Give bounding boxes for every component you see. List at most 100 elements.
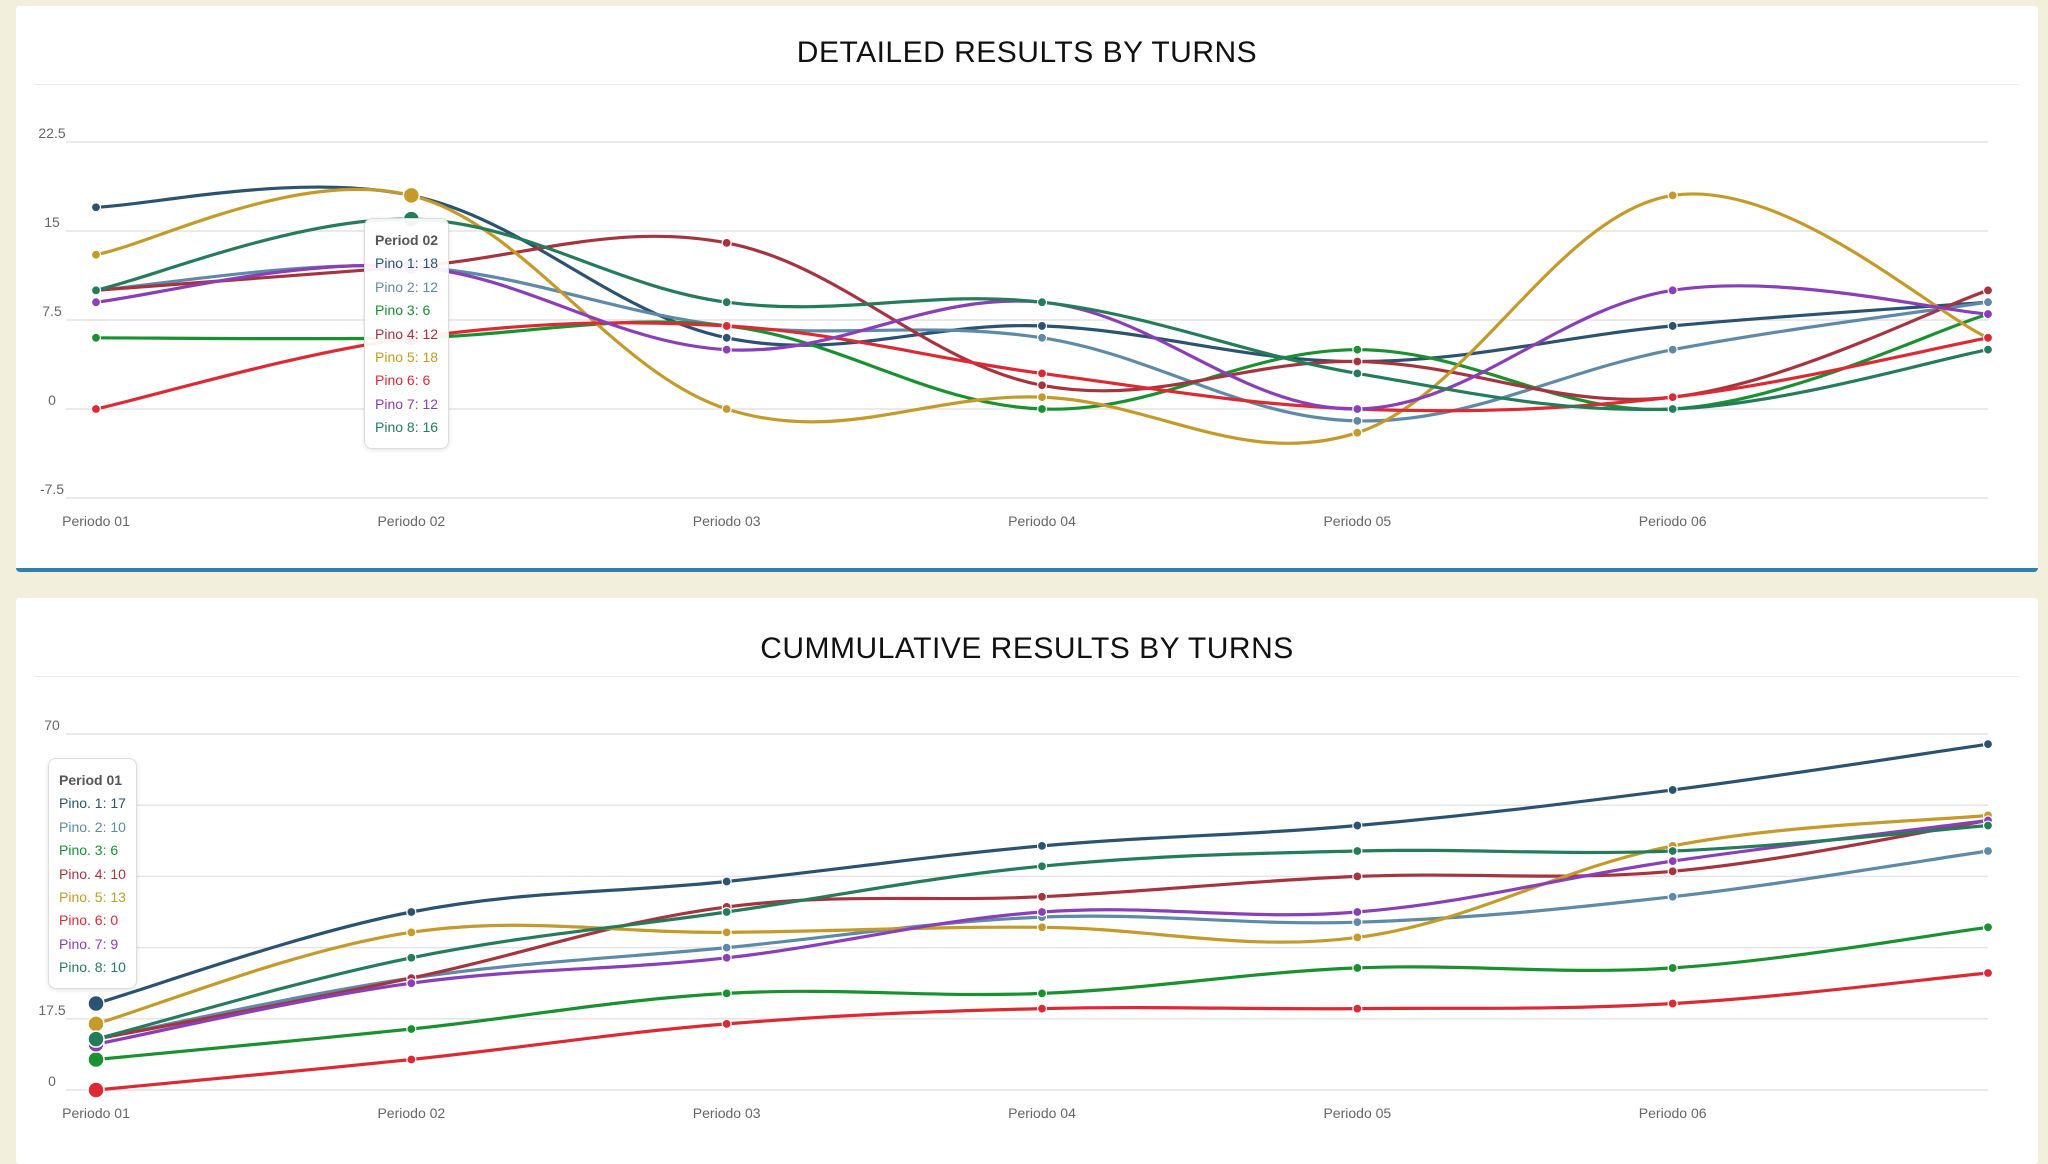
data-point[interactable]	[721, 952, 732, 963]
data-point[interactable]	[87, 1081, 105, 1099]
data-point[interactable]	[1352, 1003, 1363, 1014]
data-point[interactable]	[406, 1054, 417, 1065]
data-point[interactable]	[1667, 784, 1678, 796]
data-point[interactable]	[1982, 845, 1994, 857]
data-point[interactable]	[406, 952, 417, 963]
data-point[interactable]	[1036, 332, 1048, 343]
detailed-results-panel: DETAILED RESULTS BY TURNS 22.5 15 7.5 0 -7.5…	[16, 6, 2038, 572]
data-point[interactable]	[1982, 308, 1994, 320]
x-tick-label: Periodo 02	[377, 1105, 445, 1121]
data-point[interactable]	[1667, 856, 1678, 867]
data-point[interactable]	[1667, 392, 1678, 403]
chart-tooltip: Period 01 Pino. 1: 17 Pino. 2: 10 Pino. 3:…	[48, 758, 137, 989]
y-tick-label: 0	[48, 1073, 56, 1089]
x-tick-label: Periodo 06	[1639, 513, 1707, 529]
y-tick-label: 7.5	[42, 303, 62, 319]
data-point[interactable]	[1036, 392, 1048, 403]
tooltip-lines: Pino. 1: 17 Pino. 2: 10 Pino. 3: 6 Pino. 4:…	[59, 792, 126, 979]
data-point[interactable]	[721, 927, 732, 938]
data-point[interactable]	[721, 297, 732, 308]
data-point[interactable]	[1036, 922, 1048, 933]
data-point[interactable]	[721, 344, 732, 355]
y-tick-label: -7.5	[40, 481, 64, 497]
tooltip-line: Pino 2: 12	[375, 278, 439, 295]
data-point[interactable]	[87, 994, 105, 1013]
data-point[interactable]	[721, 988, 732, 999]
x-tick-label: Periodo 02	[377, 513, 445, 529]
data-point[interactable]	[90, 249, 102, 260]
data-point[interactable]	[1352, 962, 1363, 974]
data-point[interactable]	[87, 1030, 105, 1048]
data-point[interactable]	[1982, 967, 1994, 979]
data-point[interactable]	[1352, 415, 1363, 426]
data-point[interactable]	[406, 1023, 417, 1035]
data-point[interactable]	[1982, 332, 1994, 343]
data-point[interactable]	[1982, 297, 1994, 308]
tooltip-line: Pino. 5: 13	[59, 889, 126, 906]
data-point[interactable]	[90, 202, 102, 213]
data-point[interactable]	[1036, 988, 1048, 999]
data-point[interactable]	[1036, 403, 1048, 415]
tooltip-line: Pino 8: 16	[375, 419, 439, 436]
x-tick-label: Periodo 03	[693, 513, 761, 529]
data-point[interactable]	[1036, 840, 1048, 851]
data-point[interactable]	[1036, 380, 1048, 391]
data-point[interactable]	[1036, 320, 1048, 332]
data-point[interactable]	[721, 403, 732, 415]
data-point[interactable]	[90, 285, 102, 296]
data-point[interactable]	[406, 927, 417, 938]
x-tick-label: Periodo 01	[62, 513, 130, 529]
data-point[interactable]	[1982, 739, 1994, 750]
data-point[interactable]	[1352, 917, 1363, 928]
data-point[interactable]	[1982, 922, 1994, 933]
data-point[interactable]	[1982, 820, 1994, 831]
data-point[interactable]	[1352, 403, 1363, 415]
data-point[interactable]	[90, 297, 102, 308]
data-point[interactable]	[1667, 998, 1678, 1009]
data-point[interactable]	[1667, 866, 1678, 877]
data-point[interactable]	[1036, 368, 1048, 379]
data-point[interactable]	[721, 237, 732, 248]
data-point[interactable]	[1036, 891, 1048, 902]
detailed-line-chart: 22.5 15 7.5 0 -7.5 Periodo 01 Periodo 02 Period…	[38, 125, 1994, 529]
data-point[interactable]	[721, 1018, 732, 1029]
data-point[interactable]	[1667, 403, 1678, 415]
data-point[interactable]	[1352, 906, 1363, 918]
x-tick-label: Periodo 03	[693, 1105, 761, 1121]
data-point[interactable]	[1036, 1003, 1048, 1014]
data-point[interactable]	[1352, 820, 1363, 831]
data-point[interactable]	[1667, 962, 1678, 974]
data-point[interactable]	[1036, 297, 1048, 308]
data-point[interactable]	[90, 403, 102, 415]
data-point[interactable]	[1982, 344, 1994, 355]
data-point[interactable]	[721, 320, 732, 332]
cumulative-results-panel: CUMMULATIVE RESULTS BY TURNS 70 17.5 0 Peri…	[16, 598, 2038, 1164]
data-point[interactable]	[1352, 871, 1363, 882]
data-point[interactable]	[1667, 891, 1678, 902]
data-point[interactable]	[402, 186, 421, 205]
data-point[interactable]	[1982, 285, 1994, 296]
data-point[interactable]	[721, 332, 732, 343]
data-point[interactable]	[1352, 845, 1363, 857]
data-point[interactable]	[406, 978, 417, 989]
data-point[interactable]	[90, 332, 102, 343]
data-point[interactable]	[1352, 356, 1363, 367]
data-point[interactable]	[1352, 427, 1363, 438]
data-point[interactable]	[1036, 861, 1048, 872]
data-point[interactable]	[1352, 368, 1363, 379]
data-point[interactable]	[721, 876, 732, 887]
data-point[interactable]	[1667, 845, 1678, 857]
tooltip-line: Pino. 8: 10	[59, 959, 126, 976]
data-point[interactable]	[87, 1050, 105, 1069]
data-point[interactable]	[406, 906, 417, 918]
data-point[interactable]	[1667, 190, 1678, 201]
data-point[interactable]	[1667, 344, 1678, 355]
data-point[interactable]	[721, 906, 732, 918]
data-point[interactable]	[1352, 344, 1363, 355]
data-point[interactable]	[1036, 906, 1048, 918]
data-point[interactable]	[721, 942, 732, 953]
data-point[interactable]	[1667, 285, 1678, 296]
data-point[interactable]	[87, 1015, 105, 1033]
data-point[interactable]	[1352, 932, 1363, 943]
data-point[interactable]	[1667, 320, 1678, 332]
